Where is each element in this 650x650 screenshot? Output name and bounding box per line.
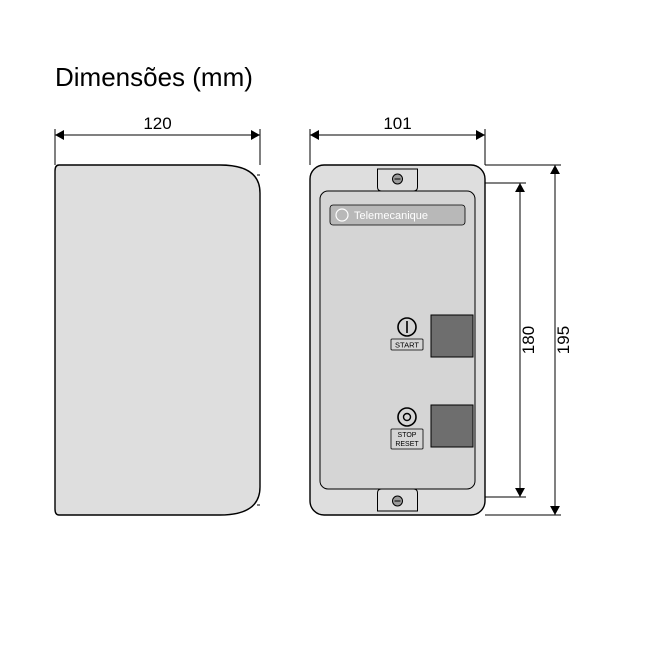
dimension-value: 101 [383, 114, 411, 133]
side-view-body [55, 165, 260, 515]
start-label: START [395, 341, 419, 350]
stop-button[interactable] [431, 405, 473, 447]
start-button[interactable] [431, 315, 473, 357]
reset-label: RESET [395, 441, 419, 448]
dimension-value: 195 [554, 326, 573, 354]
dimension-drawing: Telemecanique START STOP RESET 120 101 180 195 [0, 0, 650, 650]
dimension-value: 180 [519, 326, 538, 354]
dimension-value: 120 [143, 114, 171, 133]
stop-label: STOP [398, 432, 417, 439]
brand-text: Telemecanique [354, 210, 428, 222]
